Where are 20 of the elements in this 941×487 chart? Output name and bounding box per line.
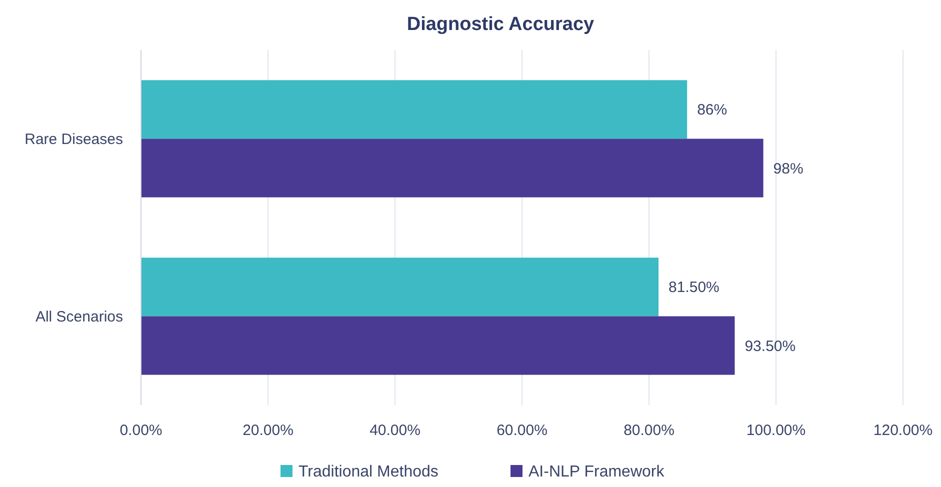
legend-label: AI-NLP Framework <box>528 464 666 481</box>
data-label: 98% <box>773 160 804 178</box>
bar <box>141 316 735 375</box>
y-tick-label: Rare Diseases <box>24 131 123 148</box>
bar <box>141 80 688 139</box>
y-tick-label: All Scenarios <box>35 308 123 326</box>
x-tick-label: 80.00% <box>624 422 674 439</box>
x-tick-label: 100.00% <box>746 422 806 439</box>
data-label: 93.50% <box>744 338 796 355</box>
legend-label: Traditional Methods <box>298 464 438 481</box>
x-tick-label: 120.00% <box>873 422 933 439</box>
chart-title: Diagnostic Accuracy <box>406 14 595 35</box>
x-tick-label: 20.00% <box>242 422 294 439</box>
x-tick-label: 0.00% <box>120 422 162 439</box>
x-tick-label: 40.00% <box>370 422 420 439</box>
bar <box>141 138 764 198</box>
data-label: 81.50% <box>668 279 720 296</box>
data-label: 86% <box>697 102 728 119</box>
x-tick-label: 60.00% <box>496 422 548 439</box>
bar <box>141 258 659 316</box>
